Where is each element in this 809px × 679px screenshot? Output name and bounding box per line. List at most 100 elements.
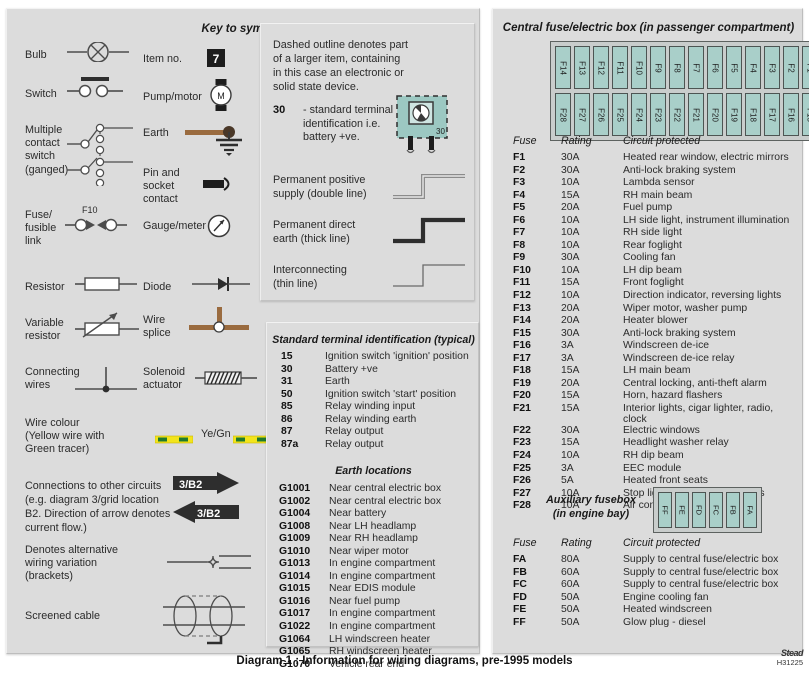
fuse-circuit: Supply to central fuse/electric box <box>623 554 779 565</box>
fuse-slot[interactable]: F5 <box>726 46 742 89</box>
signature-mark: Stead <box>780 648 804 658</box>
table-row: G1013 In engine compartment <box>279 558 477 571</box>
fuse-slot[interactable]: F18 <box>745 93 761 136</box>
table-row: F18 15A LH main beam <box>513 365 798 378</box>
fuse-slot[interactable]: F27 <box>574 93 590 136</box>
fuse-rating: 30A <box>561 327 580 339</box>
terminal-and-earth-panel: Standard terminal identification (typica… <box>266 322 479 670</box>
table-row: FC 60A Supply to central fuse/electric box <box>513 579 798 592</box>
fuse-id: F24 <box>513 450 531 462</box>
fuse-slot[interactable]: FD <box>692 492 706 528</box>
fuse-slot[interactable]: FC <box>709 492 723 528</box>
fuse-id: F18 <box>513 365 531 377</box>
fuse-slot[interactable]: FF <box>658 492 672 528</box>
row-code: 86 <box>281 413 293 425</box>
fuse-slot[interactable]: F7 <box>688 46 704 89</box>
table-row: G1010 Near wiper motor <box>279 546 477 559</box>
symbol-label-bulb: Bulb <box>25 49 47 61</box>
fuse-slot[interactable]: F22 <box>669 93 685 136</box>
fuse-slot[interactable]: F3 <box>764 46 780 89</box>
terminal-code-label: 30 <box>273 104 286 116</box>
fuse-slot[interactable]: F23 <box>650 93 666 136</box>
fuse-circuit: Heated front seats <box>623 475 708 487</box>
fuse-slot[interactable]: FA <box>743 492 757 528</box>
row-description: Near LH headlamp <box>329 520 417 532</box>
row-code: G1017 <box>279 608 311 620</box>
fuse-slot[interactable]: F2 <box>783 46 799 89</box>
diagram-code: H31225 <box>776 658 803 667</box>
fuse-slot-label: FA <box>745 505 755 515</box>
fuse-rating: 20A <box>561 202 580 214</box>
row-description: Vehicle rear end <box>329 658 405 670</box>
fuse-id: F11 <box>513 277 531 289</box>
fuse-rating: 20A <box>561 377 580 389</box>
symbol-label-variable-resistor: Variable resistor <box>25 317 64 343</box>
table-row: 31 Earth <box>281 376 471 389</box>
fuse-slot[interactable]: F17 <box>764 93 780 136</box>
fuse-slot[interactable]: F13 <box>574 46 590 89</box>
fuse-rating: 10A <box>561 500 580 512</box>
fuse-rating: 20A <box>561 302 580 314</box>
aux-col-header-fuse: Fuse <box>513 537 537 549</box>
fuse-slot[interactable]: F26 <box>593 93 609 136</box>
fuse-rating: 60A <box>561 579 580 591</box>
fuse-slot-label: F26 <box>596 107 606 122</box>
fuse-rating: 10A <box>561 214 580 226</box>
symbol-label-wire-colour: Wire colour (Yellow wire with Green trac… <box>25 417 105 456</box>
fuse-slot[interactable]: F15 <box>802 93 809 136</box>
row-description: Battery +ve <box>325 363 378 375</box>
fuse-slot[interactable]: F21 <box>688 93 704 136</box>
notes-panel: Dashed outline denotes part of a larger … <box>260 23 475 301</box>
fuse-slot[interactable]: F25 <box>612 93 628 136</box>
fuse-rating: 10A <box>561 177 580 189</box>
fuse-slot[interactable]: F20 <box>707 93 723 136</box>
central-fusebox-graphic: F14 F13 F12 F11 F10 F9 F8 F7 F6 F5 F4 F3 F2 F1 F28 F27… <box>550 41 809 141</box>
svg-text:3/B2: 3/B2 <box>179 479 202 491</box>
fuse-slot-label: F18 <box>748 107 758 122</box>
fuse-slot[interactable]: F14 <box>555 46 571 89</box>
table-row: F23 15A Headlight washer relay <box>513 437 798 450</box>
fuse-circuit: Interior lights, cigar lighter, radio, c… <box>623 402 774 425</box>
fuse-rating: 15A <box>561 365 580 377</box>
gauge-meter-symbol <box>207 214 231 243</box>
fuse-rating: 15A <box>561 277 580 289</box>
aux-fusebox-graphic: FF FE FD FC FB FA <box>653 487 762 533</box>
fuse-slot[interactable]: F24 <box>631 93 647 136</box>
solenoid-actuator-symbol <box>195 369 257 392</box>
fuse-slot[interactable]: F6 <box>707 46 723 89</box>
table-row: G1065 RH windscreen heater <box>279 646 477 659</box>
fuse-slot[interactable]: F16 <box>783 93 799 136</box>
aux-fusebox-row: FF FE FD FC FB FA <box>658 492 757 528</box>
row-description: In engine compartment <box>329 608 436 620</box>
fuse-rating: 3A <box>561 352 574 364</box>
row-code: G1065 <box>279 646 311 658</box>
table-row: 87a Relay output <box>281 439 471 452</box>
svg-text:7: 7 <box>213 52 220 66</box>
fuse-slot[interactable]: F4 <box>745 46 761 89</box>
row-code: 50 <box>281 388 293 400</box>
symbol-label-item-no: Item no. <box>143 53 183 65</box>
row-code: G1070 <box>279 658 311 670</box>
row-code: G1014 <box>279 570 311 582</box>
fuse-slot[interactable]: F8 <box>669 46 685 89</box>
fuse-slot[interactable]: F19 <box>726 93 742 136</box>
fuse-slot[interactable]: F1 <box>802 46 809 89</box>
fuse-slot[interactable]: F12 <box>593 46 609 89</box>
fuse-slot[interactable]: F9 <box>650 46 666 89</box>
fuse-slot-label: F25 <box>615 107 625 122</box>
fuse-slot-label: F15 <box>805 107 809 122</box>
fuse-slot[interactable]: F10 <box>631 46 647 89</box>
fuse-slot[interactable]: FB <box>726 492 740 528</box>
fuse-id: F21 <box>513 402 531 414</box>
symbol-label-multiple-contact-switch: Multiple contact switch (ganged) <box>25 124 69 176</box>
row-code: G1010 <box>279 545 311 557</box>
table-row: G1009 Near RH headlamp <box>279 533 477 546</box>
fuse-slot-label: F17 <box>767 107 777 122</box>
row-description: Relay output <box>325 426 384 438</box>
switch-symbol <box>67 75 123 106</box>
fuse-slot-label: F20 <box>710 107 720 122</box>
fuse-slot[interactable]: F11 <box>612 46 628 89</box>
fuse-slot[interactable]: FE <box>675 492 689 528</box>
fuse-slot[interactable]: F28 <box>555 93 571 136</box>
fuse-circuit: Fuel pump <box>623 202 673 214</box>
